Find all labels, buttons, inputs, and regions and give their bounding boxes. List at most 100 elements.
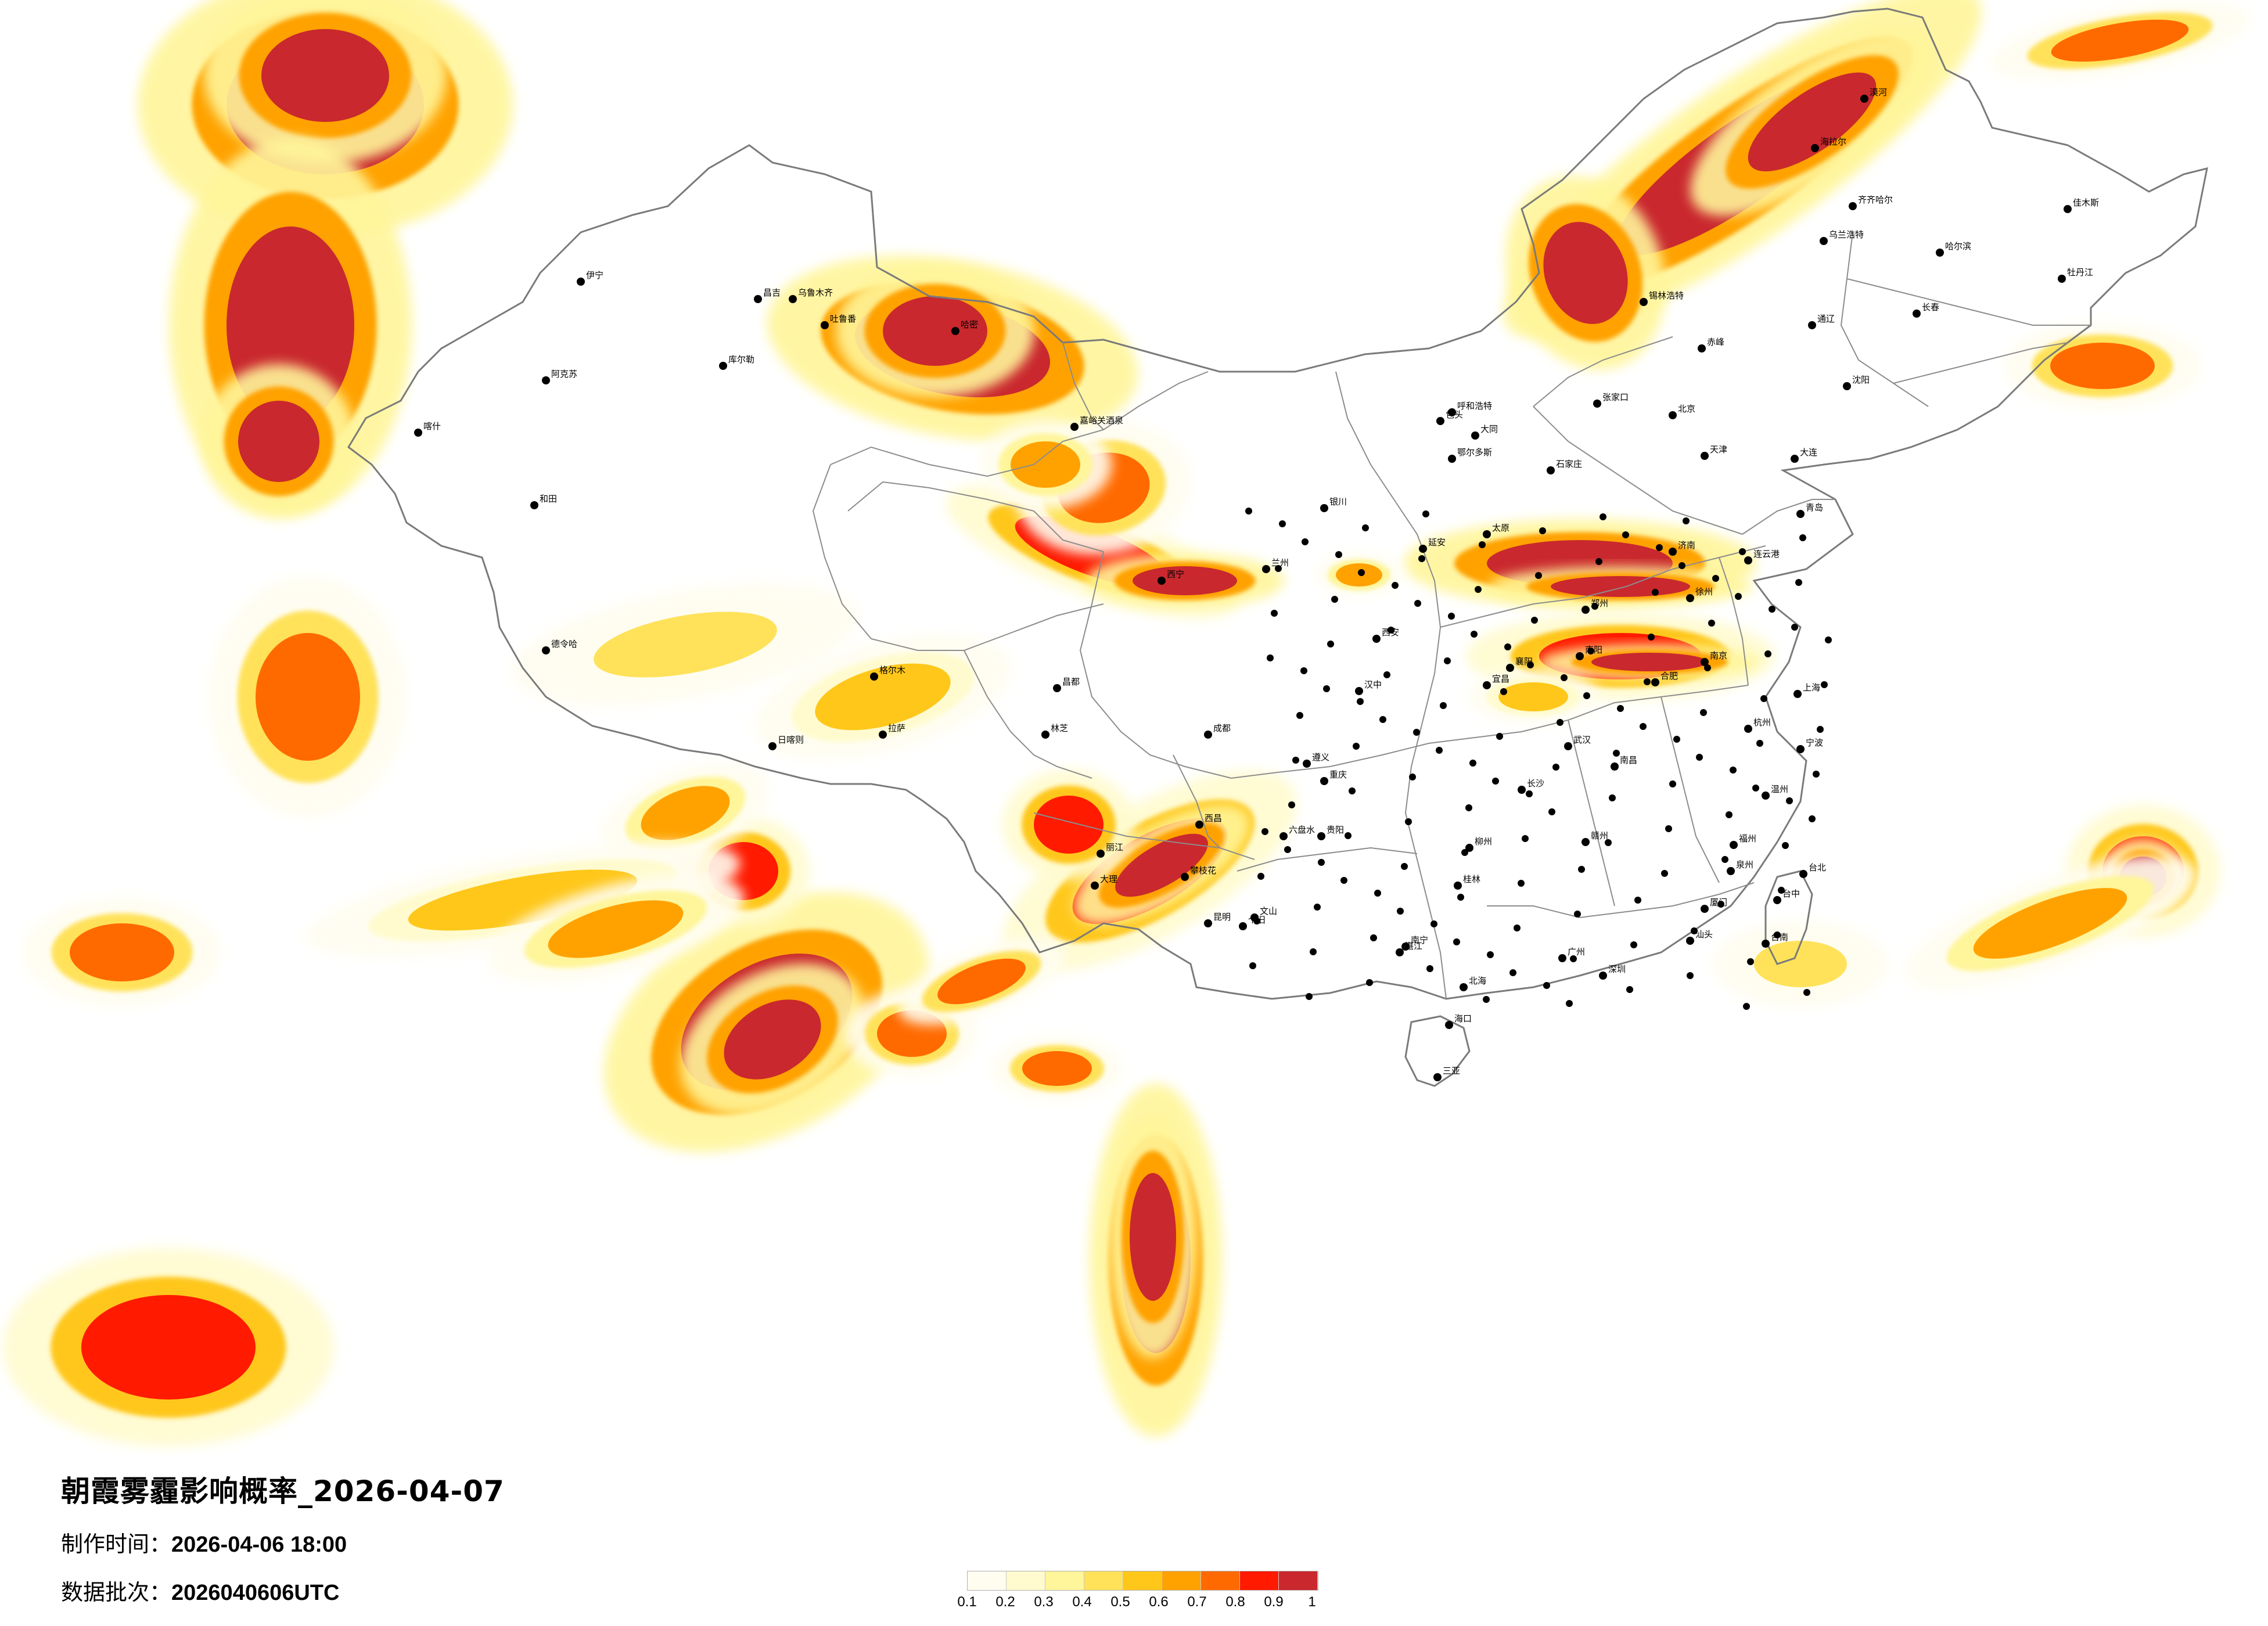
city-marker: [1379, 716, 1386, 723]
city-marker: [1453, 938, 1460, 945]
legend-tick-label: 1: [1308, 1594, 1316, 1610]
city-marker: [1599, 972, 1607, 980]
city-marker: [1445, 1021, 1453, 1029]
city-marker: [1825, 636, 1832, 643]
city-label: 鄂尔多斯: [1457, 447, 1492, 458]
city-label: 攀枝花: [1190, 865, 1216, 876]
city-marker: [1383, 671, 1390, 678]
city-marker: [1678, 562, 1685, 569]
city-marker: [1506, 664, 1514, 672]
city-marker: [1582, 606, 1590, 614]
city-marker: [1811, 144, 1819, 152]
city-marker: [1791, 624, 1798, 631]
city-label: 昌都: [1062, 677, 1080, 687]
city-marker: [1284, 846, 1291, 853]
city-label: 武汉: [1573, 735, 1591, 745]
city-marker: [1701, 658, 1709, 666]
city-marker: [1366, 979, 1373, 986]
city-marker: [1414, 600, 1421, 607]
city-marker: [1651, 678, 1659, 686]
city-label: 林芝: [1051, 723, 1068, 733]
city-label: 湛江: [1405, 941, 1422, 951]
city-label: 阿克苏: [551, 369, 577, 379]
batch-value: 2026040606UTC: [171, 1581, 340, 1605]
city-marker: [1440, 702, 1447, 709]
city-marker: [1288, 801, 1295, 808]
city-marker: [1686, 937, 1694, 945]
city-label: 海拉尔: [1820, 136, 1846, 147]
city-marker: [1041, 731, 1049, 739]
city-label: 和田: [540, 494, 557, 504]
city-marker: [1735, 593, 1742, 600]
city-marker: [1492, 778, 1499, 785]
city-label: 台北: [1809, 862, 1826, 873]
city-label: 赣州: [1591, 830, 1608, 841]
haze-core: [1551, 576, 1690, 597]
city-marker: [1392, 582, 1399, 589]
city-marker: [1717, 901, 1724, 908]
city-marker: [1557, 719, 1563, 726]
city-marker: [1353, 743, 1360, 750]
city-marker: [1504, 643, 1511, 650]
city-marker: [1457, 894, 1464, 901]
city-marker: [1593, 400, 1601, 408]
title-block: 朝霞雾霾影响概率_2026-04-07 制作时间：2026-04-06 18:0…: [61, 1468, 505, 1606]
city-marker: [1535, 572, 1542, 579]
city-marker: [1448, 455, 1456, 463]
city-marker: [1762, 940, 1770, 948]
city-label: 哈尔滨: [1945, 241, 1971, 251]
city-marker: [1465, 844, 1473, 852]
city-label: 南京: [1710, 650, 1727, 661]
city-label: 呼和浩特: [1457, 401, 1492, 411]
city-marker: [1401, 942, 1410, 951]
city-marker: [1479, 541, 1486, 548]
city-label: 哈密: [961, 319, 978, 330]
legend-tick-label: 0.1: [957, 1594, 977, 1610]
city-marker: [1355, 687, 1363, 695]
city-marker: [542, 646, 550, 654]
city-marker: [1752, 785, 1759, 792]
city-marker: [1471, 631, 1478, 638]
legend-swatch-4: [1084, 1571, 1123, 1590]
city-marker: [1817, 726, 1824, 733]
legend-swatch-2: [1007, 1571, 1045, 1590]
city-label: 大同: [1480, 424, 1498, 434]
city-marker: [1673, 736, 1680, 743]
haze-core: [594, 611, 777, 678]
city-marker: [1743, 1003, 1750, 1010]
legend-tick-label: 0.5: [1110, 1594, 1130, 1610]
city-label: 宁波: [1806, 738, 1823, 748]
legend-tick-label: 0.8: [1225, 1594, 1245, 1610]
city-marker: [1744, 725, 1752, 733]
city-label: 长春: [1922, 302, 1939, 312]
legend-swatch-6: [1162, 1571, 1201, 1590]
city-marker: [1773, 896, 1781, 904]
city-marker: [1936, 249, 1944, 257]
city-marker: [951, 327, 959, 335]
city-marker: [1700, 709, 1707, 716]
city-marker: [1587, 647, 1594, 654]
city-marker: [1518, 786, 1526, 794]
city-marker: [1648, 634, 1655, 641]
city-marker: [1526, 790, 1533, 797]
city-marker: [1249, 962, 1256, 969]
made-time-label: 制作时间：: [61, 1531, 172, 1557]
city-label: 成都: [1213, 723, 1231, 733]
city-marker: [1372, 635, 1381, 643]
city-marker: [1436, 417, 1444, 425]
city-marker: [1791, 455, 1799, 463]
city-marker: [1426, 965, 1433, 972]
city-marker: [1296, 712, 1303, 719]
city-label: 包头: [1446, 409, 1463, 420]
legend-color-bar: [967, 1571, 1318, 1591]
city-marker: [1444, 657, 1451, 664]
city-label: 广州: [1568, 947, 1585, 957]
haze-core: [2051, 19, 2189, 62]
city-label: 深圳: [1608, 964, 1626, 974]
city-label: 银川: [1329, 497, 1347, 507]
legend-swatch-1: [968, 1571, 1007, 1590]
city-marker: [1531, 617, 1538, 624]
city-marker: [1617, 705, 1624, 712]
city-marker: [1097, 850, 1105, 858]
haze-core: [1543, 222, 1628, 324]
